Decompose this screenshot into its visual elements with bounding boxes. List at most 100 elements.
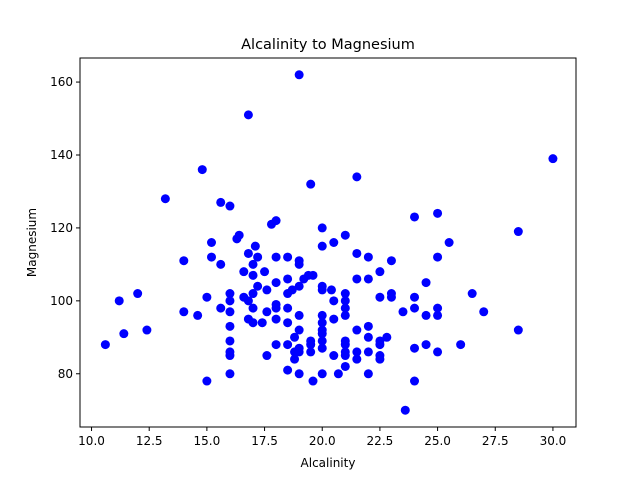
data-point [421, 278, 431, 288]
data-point [375, 267, 385, 277]
data-point [479, 307, 489, 317]
data-point [207, 252, 216, 262]
data-points [100, 70, 558, 415]
data-point [329, 238, 339, 247]
data-point [317, 318, 327, 328]
data-point [243, 248, 253, 258]
axes-frame [79, 57, 577, 428]
data-point [225, 321, 235, 331]
data-point [382, 332, 392, 342]
y-tick-label: 140 [50, 148, 73, 162]
data-point [363, 347, 373, 357]
data-point [308, 270, 318, 280]
data-point [433, 252, 443, 262]
data-point [340, 361, 350, 371]
data-point [363, 274, 373, 284]
data-point [271, 340, 281, 350]
data-point [253, 252, 263, 262]
data-point [340, 351, 350, 361]
data-point [421, 340, 431, 350]
data-point [306, 340, 316, 350]
data-point [225, 336, 235, 346]
data-point [248, 303, 258, 313]
data-point [197, 165, 207, 175]
data-point [363, 369, 373, 379]
data-point [548, 154, 558, 164]
data-point [283, 340, 293, 350]
y-tick-label: 80 [58, 367, 73, 381]
data-point [317, 241, 327, 251]
data-point [160, 194, 170, 204]
data-point [225, 201, 235, 211]
data-point [216, 259, 226, 269]
data-point [294, 347, 304, 357]
data-point [262, 285, 272, 295]
data-point [294, 310, 304, 320]
data-point [225, 351, 235, 361]
data-point [467, 289, 477, 299]
y-tick-label: 160 [50, 75, 73, 89]
data-point [294, 369, 304, 379]
x-tick-label: 17.5 [251, 434, 278, 448]
data-point [248, 270, 258, 280]
data-point [283, 318, 293, 328]
data-point [271, 303, 281, 313]
data-point [262, 351, 272, 361]
data-point [119, 329, 129, 339]
data-point [250, 241, 260, 251]
data-point [239, 267, 249, 277]
y-axis-label: Magnesium [25, 208, 39, 277]
data-point [456, 340, 466, 350]
data-point [375, 354, 385, 364]
data-point [333, 369, 343, 379]
data-point [294, 259, 304, 269]
data-point [352, 347, 362, 357]
data-point [340, 230, 350, 240]
data-point [179, 256, 189, 266]
data-point [225, 369, 235, 379]
data-point [329, 314, 339, 324]
data-point [444, 238, 454, 247]
data-point [114, 296, 124, 306]
data-point [271, 252, 281, 262]
data-point [340, 340, 350, 350]
data-point [207, 238, 216, 247]
data-point [306, 347, 316, 357]
data-point [283, 365, 293, 375]
x-tick-label: 27.5 [482, 434, 509, 448]
data-point [326, 285, 336, 295]
data-point [317, 336, 327, 346]
data-point [260, 267, 270, 277]
data-point [283, 303, 293, 313]
data-point [375, 340, 385, 350]
data-point [329, 351, 339, 361]
data-point [513, 325, 523, 335]
x-tick-label: 12.5 [136, 434, 163, 448]
data-point [271, 314, 281, 324]
data-point [253, 281, 263, 291]
data-point [179, 307, 189, 317]
data-point [352, 274, 362, 284]
data-point [248, 318, 258, 328]
data-point [294, 281, 304, 291]
data-point [271, 216, 281, 226]
data-point [248, 259, 258, 269]
data-point [317, 223, 327, 233]
data-point [329, 296, 339, 306]
data-point [100, 340, 110, 350]
data-point [317, 343, 327, 353]
data-point [306, 179, 316, 189]
data-point [202, 376, 212, 386]
data-point [287, 285, 297, 295]
data-point [308, 376, 318, 386]
x-axis-ticks: 10.0 12.5 15.0 17.5 20.0 22.5 25.0 27.5 30.0 [78, 427, 566, 448]
data-point [243, 296, 253, 306]
y-axis-ticks: 80 100 120 140 160 [50, 75, 80, 381]
data-point [271, 278, 281, 288]
data-point [352, 325, 362, 335]
x-tick-label: 20.0 [309, 434, 336, 448]
data-point [352, 248, 362, 258]
x-axis-label: Alcalinity [301, 456, 356, 470]
